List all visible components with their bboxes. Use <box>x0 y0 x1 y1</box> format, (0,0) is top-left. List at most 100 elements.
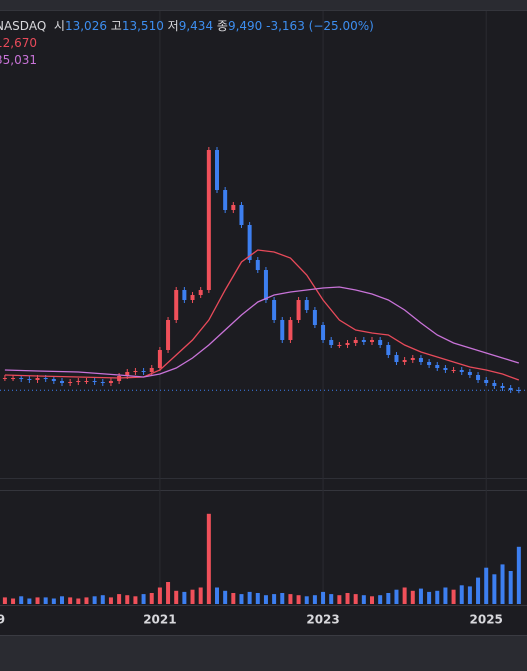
candle-body <box>190 295 195 300</box>
volume-bar <box>516 546 521 604</box>
candle-body <box>125 372 130 376</box>
candle-body <box>166 320 171 350</box>
candle-body <box>500 386 505 388</box>
candle-body <box>435 365 440 368</box>
volume-bar <box>68 597 73 604</box>
field-value: 13,026 <box>64 19 107 33</box>
candle-body <box>223 190 228 210</box>
bottom-bar <box>0 635 527 671</box>
candle-body <box>133 371 138 372</box>
candle-body <box>255 260 260 270</box>
volume-bar <box>108 597 113 604</box>
volume-bar <box>215 587 219 604</box>
field-value: 9,490 <box>227 19 263 33</box>
candle-body <box>35 378 40 380</box>
volume-bar <box>182 591 187 604</box>
field-label: 시 <box>53 19 65 33</box>
volume-bar <box>296 595 301 604</box>
candle-body <box>182 290 187 300</box>
volume-bar <box>361 595 366 604</box>
candle-body <box>394 355 399 362</box>
volume-bar <box>206 513 211 604</box>
field-value: 13,510 <box>121 19 164 33</box>
volume-bar <box>166 582 171 604</box>
volume-bar <box>443 587 448 604</box>
volume-bar <box>459 585 464 604</box>
top-bar <box>0 0 527 10</box>
candle-body <box>288 320 293 340</box>
candle-body <box>84 381 89 382</box>
candle-body <box>92 381 97 382</box>
ma-line <box>4 286 520 378</box>
candle-body <box>516 390 521 391</box>
volume-bar <box>43 597 48 604</box>
candle-body <box>492 383 497 386</box>
ma-legend: 12,670 35,031 <box>0 35 374 69</box>
volume-bar <box>239 594 244 604</box>
volume-bar <box>386 593 391 604</box>
candle-body <box>304 300 309 310</box>
volume-bar <box>410 590 415 604</box>
volume-bar <box>190 589 195 604</box>
volume-bar <box>321 591 326 604</box>
candle-body <box>361 340 366 342</box>
volume-bar <box>394 589 399 604</box>
candle-body <box>378 340 383 345</box>
volume-bar <box>92 596 97 604</box>
volume-bar <box>247 591 252 604</box>
candle-body <box>337 345 342 346</box>
volume-bar <box>60 596 64 604</box>
candle-body <box>19 378 24 379</box>
volume-bar <box>174 590 179 604</box>
volume-bar <box>402 587 407 604</box>
ma-entry: 35,031 <box>0 52 374 69</box>
field-value: 9,434 <box>178 19 214 33</box>
volume-bar <box>100 595 105 604</box>
candle-body <box>484 380 489 383</box>
candle-body <box>459 370 464 372</box>
candle-body <box>141 371 146 372</box>
change: -3,163 <box>266 19 305 33</box>
candle-body <box>508 388 513 390</box>
candle-body <box>76 381 81 382</box>
candle-body <box>280 320 285 340</box>
candle-body <box>247 225 252 260</box>
candle-body <box>476 375 481 380</box>
volume-bar <box>280 593 285 604</box>
volume-bar <box>467 586 472 604</box>
volume-bar <box>272 594 277 604</box>
field-label: 고 <box>110 19 122 33</box>
candle-body <box>11 378 16 379</box>
volume-bar <box>255 593 260 604</box>
volume-bar <box>370 596 374 604</box>
volume-bar <box>492 574 497 604</box>
candle-body <box>443 368 448 370</box>
ma-value: 12,670 <box>0 36 37 50</box>
volume-bar <box>51 598 56 604</box>
candle-body <box>51 379 56 381</box>
candle-body <box>174 290 179 320</box>
candle-body <box>108 381 113 383</box>
volume-bar <box>11 598 16 604</box>
price-candles <box>2 147 521 394</box>
candle-body <box>451 370 456 371</box>
ohlc-line: NASDAQ 시13,026 고13,510 저9,434 종9,490 -3,… <box>0 18 374 35</box>
ma-line <box>4 249 520 381</box>
volume-bar <box>435 590 440 604</box>
volume-bar <box>312 595 317 604</box>
volume-bar <box>223 590 228 604</box>
volume-bar <box>418 588 423 604</box>
volume-bar <box>263 595 268 604</box>
change-pct: (−25.00%) <box>308 19 374 33</box>
volume-bar <box>27 598 32 604</box>
candle-body <box>198 290 203 295</box>
volume-bar <box>117 594 122 604</box>
market: NASDAQ <box>0 19 47 33</box>
volume-bar <box>149 593 154 604</box>
volume-bar <box>484 567 489 604</box>
volume-bar <box>500 564 505 604</box>
ma-value: 35,031 <box>0 53 37 67</box>
candle-body <box>100 382 105 383</box>
candle-body <box>312 310 317 325</box>
